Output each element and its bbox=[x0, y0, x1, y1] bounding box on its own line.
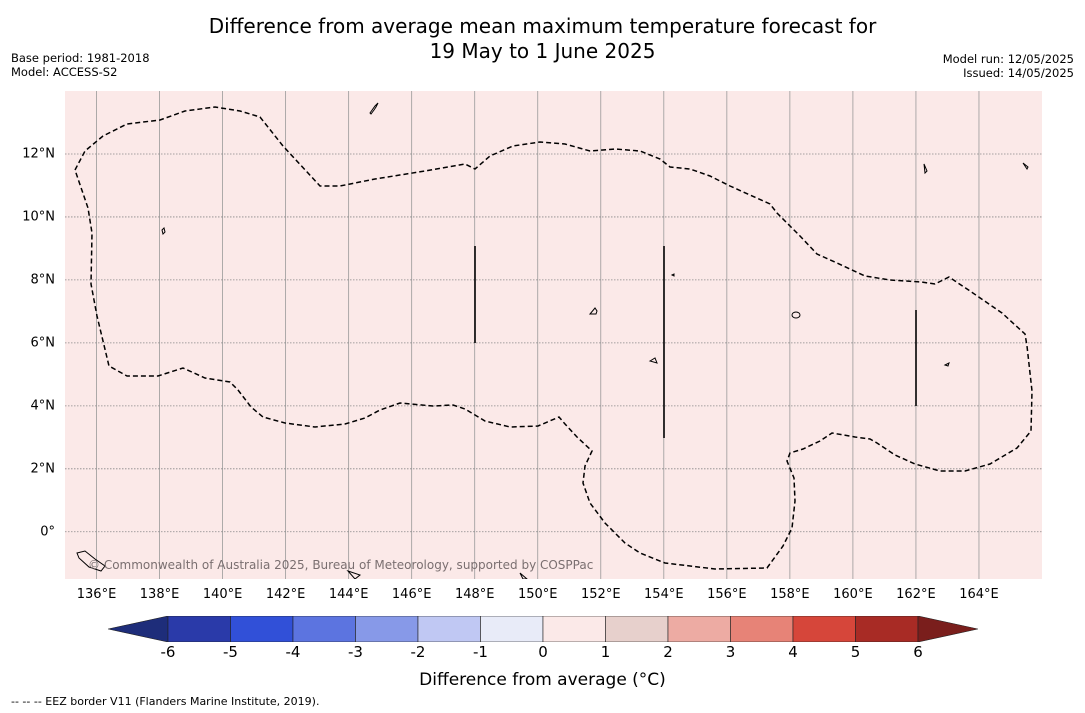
colorbar-tick-label: -6 bbox=[160, 643, 176, 661]
lon-tick-label: 148°E bbox=[454, 587, 495, 602]
lat-tick-label: 0° bbox=[40, 524, 55, 540]
colorbar-tick-label: 2 bbox=[663, 643, 673, 661]
base-period: Base period: 1981-2018 bbox=[11, 51, 150, 65]
lat-tick-label: 4°N bbox=[30, 398, 56, 414]
lon-tick-label: 138°E bbox=[139, 587, 180, 602]
colorbar-tick-label: -5 bbox=[223, 643, 238, 661]
colorbar-segment bbox=[167, 615, 231, 643]
colorbar-segment bbox=[667, 615, 731, 643]
colorbar-segment bbox=[417, 615, 481, 643]
lon-tick-label: 140°E bbox=[202, 587, 243, 602]
colorbar-underflow-arrow bbox=[107, 615, 169, 643]
meta-left: Base period: 1981-2018 Model: ACCESS-S2 bbox=[11, 51, 150, 79]
lon-tick-label: 144°E bbox=[328, 587, 369, 602]
lat-tick-label: 10°N bbox=[22, 209, 55, 225]
colorbar-tick-label: 4 bbox=[788, 643, 798, 661]
eez-border bbox=[74, 106, 1033, 570]
map-panel bbox=[65, 91, 1042, 579]
graticule bbox=[96, 91, 980, 579]
lon-tick-label: 156°E bbox=[707, 587, 747, 602]
lon-tick-label: 152°E bbox=[581, 587, 621, 602]
meta-right: Model run: 12/05/2025 Issued: 14/05/2025 bbox=[943, 52, 1074, 80]
colorbar-tick-label: 1 bbox=[600, 643, 611, 661]
colorbar-segment bbox=[855, 615, 919, 643]
map-title: Difference from average mean maximum tem… bbox=[0, 14, 1085, 64]
islands bbox=[76, 102, 1029, 579]
title-line-2: 19 May to 1 June 2025 bbox=[429, 39, 656, 63]
lon-tick-label: 154°E bbox=[644, 587, 684, 602]
colorbar-segment bbox=[792, 615, 856, 643]
colorbar bbox=[107, 615, 979, 643]
island-guam bbox=[369, 102, 379, 115]
colorbar-tick-label: -1 bbox=[473, 643, 488, 661]
colorbar-tick-label: 5 bbox=[850, 643, 861, 661]
footnote: -- -- -- EEZ border V11 (Flanders Marine… bbox=[11, 695, 320, 708]
colorbar-segment bbox=[480, 615, 544, 643]
colorbar-tick-label: -4 bbox=[285, 643, 301, 661]
boundary-lines bbox=[474, 246, 917, 438]
lon-tick-label: 160°E bbox=[833, 587, 873, 602]
colorbar-tick-label: -3 bbox=[348, 643, 363, 661]
colorbar-segment bbox=[605, 615, 669, 643]
lat-tick-label: 2°N bbox=[30, 461, 56, 477]
graticule-lat bbox=[65, 153, 1042, 533]
colorbar-tick-label: 6 bbox=[913, 643, 923, 661]
lon-tick-label: 150°E bbox=[517, 587, 558, 602]
lon-tick-label: 158°E bbox=[770, 587, 810, 602]
colorbar-segment bbox=[292, 615, 356, 643]
colorbar-svg bbox=[107, 615, 979, 643]
lat-tick-label: 12°N bbox=[22, 146, 55, 162]
colorbar-segment bbox=[355, 615, 419, 643]
colorbar-tick-label: -2 bbox=[410, 643, 426, 661]
lat-tick-label: 8°N bbox=[30, 272, 56, 288]
map-svg bbox=[65, 91, 1042, 579]
colorbar-segment bbox=[730, 615, 794, 643]
lon-tick-label: 162°E bbox=[896, 587, 936, 602]
title-line-1: Difference from average mean maximum tem… bbox=[208, 14, 877, 38]
lon-tick-label: 164°E bbox=[959, 587, 999, 602]
colorbar-title: Difference from average (°C) bbox=[419, 670, 666, 690]
lon-tick-label: 146°E bbox=[391, 587, 432, 602]
colorbar-segment bbox=[542, 615, 606, 643]
colorbar-tick-label: 3 bbox=[725, 643, 736, 661]
lon-tick-label: 136°E bbox=[76, 587, 117, 602]
model-run: Model run: 12/05/2025 bbox=[942, 52, 1074, 66]
copyright-notice: © Commonwealth of Australia 2025, Bureau… bbox=[88, 558, 594, 572]
lon-tick-label: 142°E bbox=[265, 587, 306, 602]
lat-tick-label: 6°N bbox=[30, 335, 56, 351]
colorbar-tick-label: 0 bbox=[538, 643, 548, 661]
colorbar-segment bbox=[230, 615, 294, 643]
model-name: Model: ACCESS-S2 bbox=[11, 65, 118, 79]
issued-date: Issued: 14/05/2025 bbox=[963, 66, 1074, 80]
colorbar-overflow-arrow bbox=[917, 615, 979, 643]
